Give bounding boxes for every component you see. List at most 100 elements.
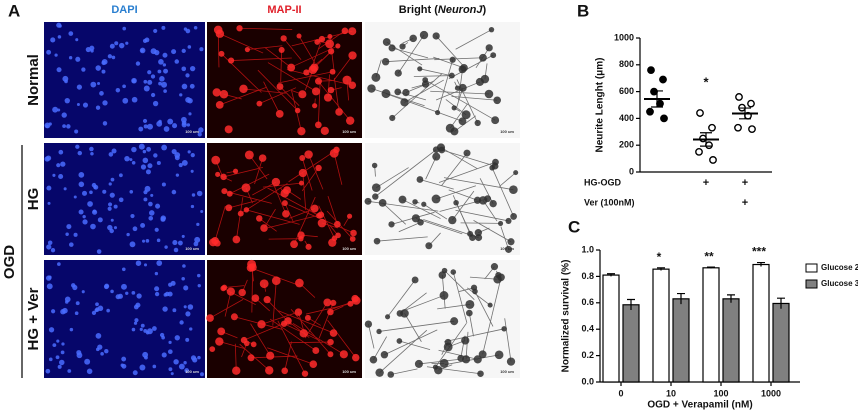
cell	[143, 263, 148, 267]
neurite	[504, 318, 512, 362]
neurite	[474, 291, 494, 327]
neurite	[252, 181, 277, 196]
cell	[148, 201, 153, 207]
cell	[454, 85, 460, 91]
row-label: HG	[25, 188, 42, 211]
cell	[173, 247, 179, 253]
cell	[69, 327, 74, 332]
neurite	[440, 147, 478, 169]
panel-label: C	[568, 217, 580, 236]
cell	[143, 79, 148, 84]
cell	[197, 355, 201, 360]
error-bar	[677, 292, 685, 305]
neurite	[280, 49, 283, 82]
cell	[472, 288, 478, 295]
header-part: )	[483, 4, 487, 16]
cell	[178, 363, 185, 370]
neurite	[455, 209, 509, 222]
cell	[488, 26, 495, 33]
cell	[90, 152, 94, 156]
cell	[399, 43, 406, 50]
cell	[280, 189, 289, 198]
significance: ***	[752, 245, 766, 259]
cell	[190, 355, 197, 361]
y-tick-label: 600	[619, 86, 634, 96]
scale-bar-label: 100 um	[342, 129, 356, 134]
neurite	[278, 310, 334, 334]
cell	[213, 239, 221, 247]
cell	[131, 327, 136, 332]
neurite	[435, 81, 481, 101]
cell	[310, 63, 319, 72]
cell	[373, 237, 381, 245]
cell	[102, 100, 108, 106]
cell	[461, 110, 471, 120]
cell	[139, 364, 146, 371]
bar	[772, 302, 790, 383]
cell	[211, 155, 221, 165]
cell	[339, 350, 348, 359]
data-point	[748, 125, 756, 134]
cell	[143, 85, 150, 92]
cell	[84, 358, 91, 365]
cell	[150, 48, 157, 55]
cell	[121, 267, 126, 272]
neurite	[449, 103, 468, 129]
cell	[298, 180, 304, 186]
panel-label: B	[577, 1, 589, 20]
neurite	[404, 79, 444, 103]
cell	[143, 124, 148, 129]
cell	[421, 201, 427, 207]
cell	[298, 235, 304, 242]
cell	[167, 349, 173, 355]
cell	[121, 283, 127, 290]
cell	[179, 93, 183, 97]
cell	[154, 271, 159, 276]
cell	[477, 370, 484, 377]
cell	[74, 311, 79, 316]
cell	[327, 86, 335, 94]
neurite	[239, 27, 293, 30]
neurite	[311, 38, 323, 67]
cell	[45, 275, 52, 281]
cell	[251, 294, 260, 302]
cell	[369, 355, 378, 364]
cell	[323, 93, 333, 102]
cell	[181, 83, 188, 90]
y-tick-label: 200	[619, 140, 634, 150]
cell	[212, 88, 221, 97]
neurite	[301, 157, 313, 191]
cell	[298, 168, 307, 178]
x-axis-label: OGD + Verapamil (nM)	[647, 400, 752, 411]
error-bar	[627, 298, 635, 311]
cell	[69, 242, 74, 247]
cell	[133, 321, 138, 325]
neurite	[419, 179, 454, 190]
cell	[244, 150, 254, 160]
cell	[294, 107, 301, 114]
cell	[507, 238, 515, 246]
cell	[458, 83, 467, 92]
cell	[142, 351, 149, 358]
cell	[156, 260, 163, 267]
cell	[136, 293, 142, 299]
cell	[91, 310, 97, 316]
cell	[352, 353, 360, 362]
cell	[44, 156, 50, 162]
cell	[311, 87, 321, 96]
cell	[174, 155, 180, 161]
cell	[485, 44, 493, 52]
cell	[55, 355, 60, 360]
cell	[66, 224, 72, 230]
cell	[78, 181, 85, 188]
neurite	[234, 343, 237, 371]
error-bar	[727, 294, 735, 303]
cell	[153, 153, 158, 158]
cell	[248, 263, 257, 272]
cell	[50, 248, 56, 253]
cell	[118, 42, 125, 49]
cell	[92, 209, 98, 215]
cell	[490, 263, 499, 271]
cell	[142, 149, 147, 154]
neurite	[399, 340, 431, 351]
